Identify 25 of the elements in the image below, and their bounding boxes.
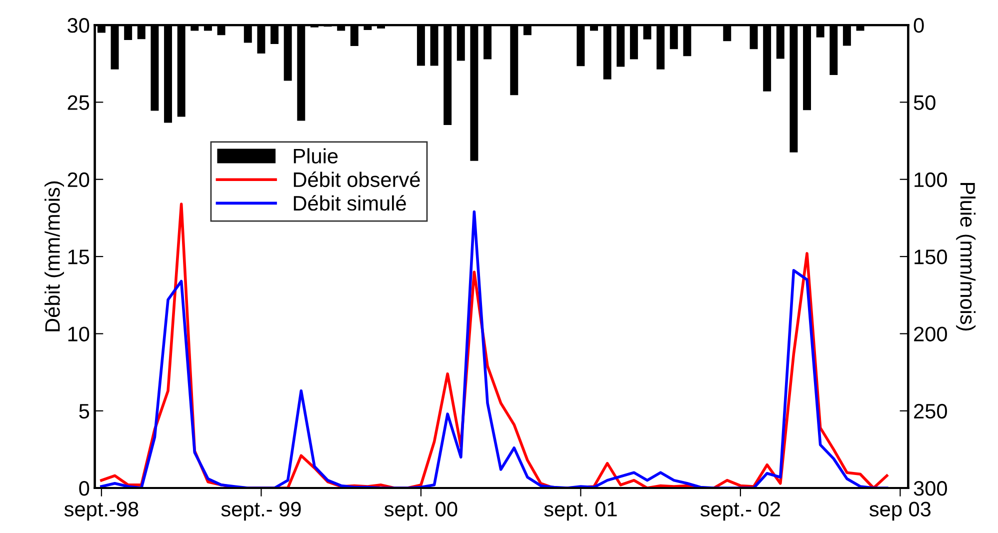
y2-tick-label: 250: [914, 404, 947, 419]
y-axis-title: Débit (mm/mois): [44, 181, 64, 332]
legend-label: Pluie: [294, 148, 338, 164]
legend-label: Débit observé: [294, 172, 420, 188]
x-tick-label: sept.- 99: [221, 502, 301, 521]
x-tick-label: sept.- 02: [700, 502, 780, 521]
y-tick-label: 25: [68, 95, 90, 110]
x-tick-label: sept. 01: [544, 502, 617, 521]
y2-tick-label: 300: [914, 481, 947, 496]
x-tick-label: sept. 00: [384, 502, 458, 521]
y-tick-label: 30: [68, 18, 90, 33]
y-tick-label: 5: [79, 404, 90, 419]
y-tick-label: 10: [68, 326, 90, 342]
y2-axis-title: Pluie (mm/mois): [956, 183, 976, 330]
y2-tick-label: 200: [914, 326, 947, 342]
y2-tick-label: 150: [914, 250, 947, 264]
y2-tick-label: 50: [914, 95, 936, 110]
x-tick-label: sept.-98: [64, 502, 138, 521]
y-tick-label: 20: [68, 172, 90, 188]
y2-tick-label: 100: [914, 172, 947, 188]
y-tick-label: 15: [68, 250, 90, 264]
y-tick-label: 0: [79, 481, 90, 496]
y2-tick-label: 0: [914, 18, 924, 33]
legend-label: Débit simulé: [294, 195, 406, 211]
x-tick-label: sep 03: [870, 502, 931, 521]
